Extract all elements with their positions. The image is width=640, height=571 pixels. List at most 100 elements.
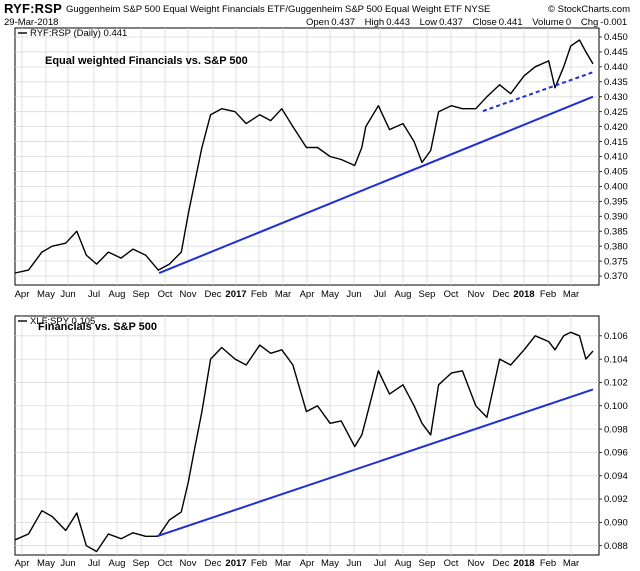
x-tick-label: Apr	[300, 558, 315, 569]
x-tick-label: Sep	[133, 289, 150, 300]
y-tick-label: 0.440	[604, 62, 628, 73]
y-tick-label: 0.100	[604, 401, 628, 412]
price-series-line	[14, 39, 594, 274]
x-tick-label: Nov	[180, 558, 197, 569]
x-tick-label: Dec	[205, 289, 222, 300]
y-tick-label: 0.425	[604, 107, 628, 118]
x-tick-label: Jul	[88, 558, 100, 569]
legend-top: RYF:RSP (Daily) 0.441	[18, 28, 127, 39]
x-tick-label: Jun	[346, 558, 361, 569]
x-tick-label: Jul	[374, 289, 386, 300]
chart-date: 29-Mar-2018	[4, 17, 59, 28]
y-tick-label: 0.096	[604, 448, 628, 459]
x-tick-label: Sep	[419, 558, 436, 569]
open-value: 0.437	[331, 17, 356, 28]
x-tick-label: Aug	[109, 558, 126, 569]
x-tick-label: Aug	[109, 289, 126, 300]
x-tick-label: Feb	[251, 558, 267, 569]
x-tick-label: Aug	[395, 558, 412, 569]
y-tick-label: 0.106	[604, 331, 628, 342]
y-tick-label: 0.102	[604, 378, 628, 389]
x-tick-label: Jun	[60, 289, 75, 300]
y-tick-label: 0.450	[604, 32, 628, 43]
x-tick-label: Jun	[60, 558, 75, 569]
x-tick-label: Feb	[540, 558, 556, 569]
y-tick-label: 0.420	[604, 122, 628, 133]
y-tick-label: 0.410	[604, 152, 628, 163]
x-tick-label: Dec	[205, 558, 222, 569]
x-tick-label: Oct	[444, 558, 459, 569]
y-tick-label: 0.104	[604, 354, 628, 365]
chart-annotation: Equal weighted Financials vs. S&P 500	[45, 55, 248, 67]
x-tick-label: May	[37, 558, 55, 569]
x-tick-label: May	[37, 289, 55, 300]
y-tick-label: 0.400	[604, 182, 628, 193]
x-tick-label: Oct	[444, 289, 459, 300]
price-series-line	[14, 331, 594, 553]
trendline	[158, 95, 594, 274]
high-label: High	[364, 17, 385, 28]
y-tick-label: 0.088	[604, 541, 628, 552]
y-tick-label: 0.405	[604, 167, 628, 178]
y-tick-label: 0.380	[604, 241, 628, 252]
y-tick-label: 0.395	[604, 197, 628, 208]
stockcharts-credit: © StockCharts.com	[548, 4, 630, 15]
x-tick-label: 2018	[513, 289, 534, 300]
x-tick-label: Mar	[563, 558, 579, 569]
x-tick-label: Apr	[15, 289, 30, 300]
x-tick-label: Nov	[468, 289, 485, 300]
x-tick-label: Jun	[346, 289, 361, 300]
y-tick-label: 0.092	[604, 494, 628, 505]
trendline	[156, 388, 594, 538]
x-tick-label: 2018	[513, 558, 534, 569]
x-tick-label: Dec	[493, 558, 510, 569]
chart-panel-bottom: Apr May Jun Jul Aug Sep Oct Nov Dec 2017 Feb Mar Apr…	[14, 315, 628, 569]
y-tick-label: 0.435	[604, 77, 628, 88]
chart-annotation: Financials vs. S&P 500	[38, 321, 157, 333]
dashed-trendline	[482, 71, 594, 113]
volume-value: 0	[565, 17, 572, 28]
low-label: Low	[419, 17, 438, 28]
y-tick-label: 0.370	[604, 271, 628, 282]
close-value: 0.441	[498, 17, 523, 28]
y-tick-label: 0.090	[604, 518, 628, 529]
x-tick-label: Nov	[180, 289, 197, 300]
y-tick-label: 0.098	[604, 424, 628, 435]
x-tick-label: Mar	[563, 289, 579, 300]
legend-label: XLF:SPY 0.105	[30, 316, 95, 327]
y-tick-label: 0.415	[604, 137, 628, 148]
legend-label: RYF:RSP (Daily) 0.441	[30, 28, 127, 39]
change-label: Chg	[580, 17, 599, 28]
open-label: Open	[306, 17, 330, 28]
x-tick-label: Jul	[88, 289, 100, 300]
x-tick-label: Mar	[275, 289, 291, 300]
x-tick-label: Apr	[15, 558, 30, 569]
ticker-symbol: RYF:RSP	[4, 1, 62, 16]
volume-label: Volume	[532, 17, 564, 28]
y-tick-label: 0.385	[604, 226, 628, 237]
low-value: 0.437	[439, 17, 463, 28]
x-tick-label: Sep	[419, 289, 436, 300]
y-tick-label: 0.445	[604, 47, 628, 58]
legend-bottom: XLF:SPY 0.105	[18, 316, 95, 327]
close-label: Close	[472, 17, 497, 28]
x-tick-label: Feb	[540, 289, 556, 300]
x-tick-label: Feb	[251, 289, 267, 300]
x-tick-label: Nov	[468, 558, 485, 569]
high-value: 0.443	[386, 17, 410, 28]
x-tick-label: Dec	[493, 289, 510, 300]
y-tick-label: 0.094	[604, 471, 628, 482]
x-tick-label: Jul	[374, 558, 386, 569]
y-tick-label: 0.390	[604, 211, 628, 222]
security-full-name: Guggenheim S&P 500 Equal Weight Financia…	[66, 4, 491, 15]
x-tick-label: Apr	[300, 289, 315, 300]
x-tick-label: Mar	[275, 558, 291, 569]
x-tick-label: 2017	[225, 289, 246, 300]
x-tick-label: 2017	[225, 558, 246, 569]
x-tick-label: May	[321, 558, 339, 569]
x-tick-label: Aug	[395, 289, 412, 300]
y-tick-label: 0.375	[604, 256, 628, 267]
x-tick-label: Oct	[158, 289, 173, 300]
chart-panel-top: Apr May Jun Jul Aug Sep Oct Nov Dec 2017 Feb Mar Apr…	[14, 27, 628, 300]
